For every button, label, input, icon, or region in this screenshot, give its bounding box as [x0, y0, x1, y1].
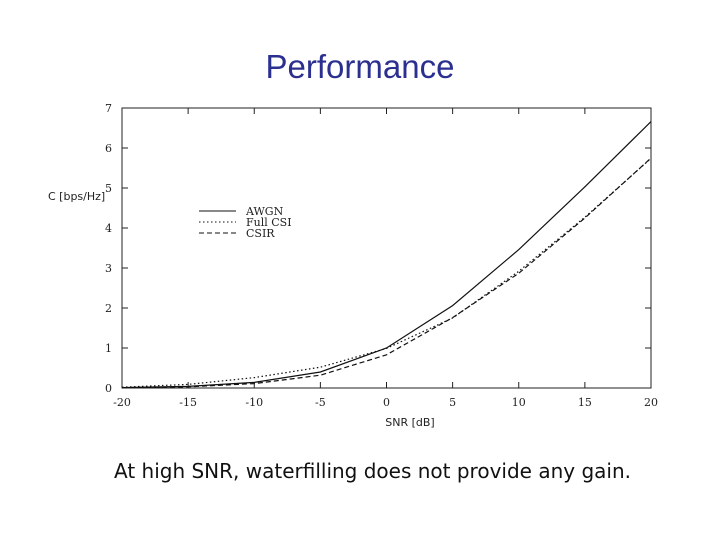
x-tick-label: -15 [179, 396, 197, 409]
slide-title: Performance [265, 48, 455, 85]
legend-label: Full CSI [246, 216, 292, 229]
x-tick-label: 15 [578, 396, 592, 409]
y-tick-label: 1 [105, 342, 112, 355]
x-tick-label: -10 [245, 396, 263, 409]
x-tick-label: 20 [644, 396, 658, 409]
x-tick-label: 0 [383, 396, 390, 409]
y-tick-label: 3 [105, 262, 112, 275]
x-tick-label: -20 [113, 396, 131, 409]
y-axis-label: C [bps/Hz] [48, 190, 105, 203]
series-line-awgn [121, 121, 652, 389]
y-tick-label: 0 [105, 382, 112, 395]
y-tick-label: 2 [105, 302, 112, 315]
y-tick-label: 7 [105, 102, 112, 115]
legend-label: AWGN [245, 205, 284, 218]
plot-frame [121, 107, 652, 389]
x-axis-label: SNR [dB] [385, 416, 434, 429]
series-layer [121, 121, 652, 389]
y-tick-label: 5 [105, 182, 112, 195]
x-ticks: -20 -15 -10 -5 0 5 10 15 20 [113, 108, 658, 409]
legend-label: CSIR [246, 227, 275, 240]
x-tick-label: 5 [449, 396, 456, 409]
series-line-csir [121, 157, 652, 389]
y-tick-label: 4 [105, 222, 112, 235]
y-tick-label: 6 [105, 142, 112, 155]
x-tick-label: 10 [512, 396, 526, 409]
series-line-full-csi [121, 157, 652, 388]
y-ticks: 0 1 2 3 4 5 6 7 [105, 102, 651, 395]
slide-caption: At high SNR, waterfilling does not provi… [114, 459, 631, 483]
x-tick-label: -5 [315, 396, 326, 409]
